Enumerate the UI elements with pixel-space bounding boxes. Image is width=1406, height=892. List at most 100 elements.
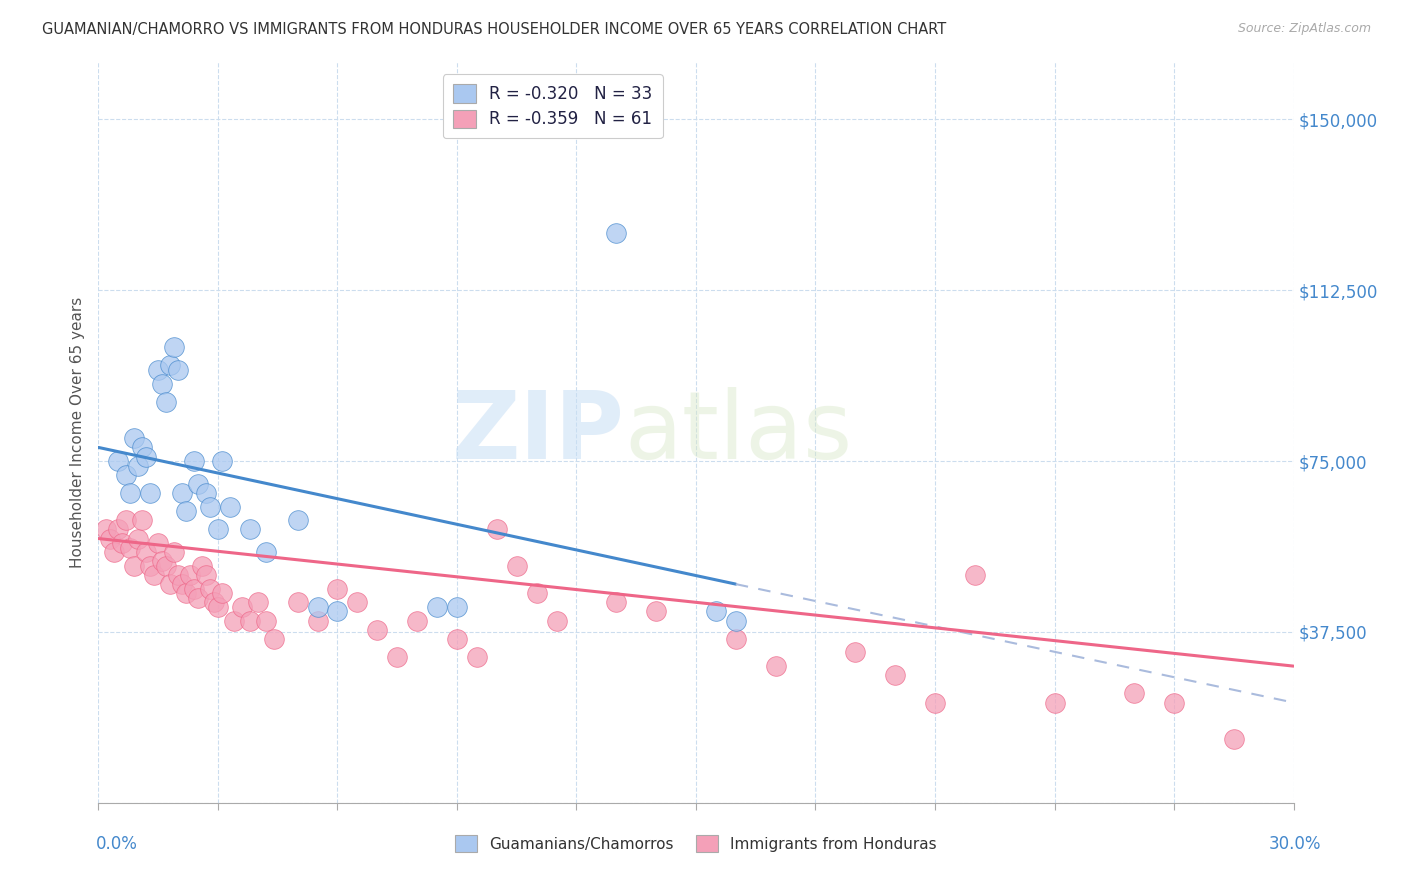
- Point: [172, 577, 194, 591]
- Point: [884, 668, 907, 682]
- Text: Source: ZipAtlas.com: Source: ZipAtlas.com: [1237, 22, 1371, 36]
- Point: [163, 340, 186, 354]
- Point: [120, 541, 142, 555]
- Point: [219, 500, 242, 514]
- Point: [254, 545, 277, 559]
- Point: [131, 441, 153, 455]
- Point: [526, 586, 548, 600]
- Point: [326, 582, 349, 596]
- Point: [844, 645, 866, 659]
- Point: [135, 450, 157, 464]
- Point: [127, 458, 149, 473]
- Point: [765, 659, 787, 673]
- Point: [222, 614, 245, 628]
- Point: [131, 513, 153, 527]
- Point: [645, 604, 668, 618]
- Point: [167, 568, 190, 582]
- Point: [183, 454, 205, 468]
- Point: [159, 577, 181, 591]
- Point: [231, 599, 253, 614]
- Point: [239, 523, 262, 537]
- Point: [366, 623, 388, 637]
- Point: [446, 599, 468, 614]
- Text: GUAMANIAN/CHAMORRO VS IMMIGRANTS FROM HONDURAS HOUSEHOLDER INCOME OVER 65 YEARS : GUAMANIAN/CHAMORRO VS IMMIGRANTS FROM HO…: [42, 22, 946, 37]
- Point: [163, 545, 186, 559]
- Point: [155, 558, 177, 573]
- Point: [202, 595, 225, 609]
- Text: 0.0%: 0.0%: [96, 835, 138, 853]
- Point: [148, 363, 170, 377]
- Point: [187, 591, 209, 605]
- Point: [326, 604, 349, 618]
- Point: [195, 568, 218, 582]
- Point: [605, 595, 627, 609]
- Y-axis label: Householder Income Over 65 years: Householder Income Over 65 years: [69, 297, 84, 568]
- Point: [187, 476, 209, 491]
- Point: [546, 614, 568, 628]
- Point: [150, 554, 173, 568]
- Point: [98, 532, 122, 546]
- Point: [1123, 686, 1146, 700]
- Point: [159, 359, 181, 373]
- Point: [385, 650, 409, 665]
- Point: [485, 523, 508, 537]
- Point: [211, 586, 233, 600]
- Point: [287, 513, 309, 527]
- Point: [426, 599, 449, 614]
- Point: [263, 632, 285, 646]
- Point: [124, 431, 146, 445]
- Point: [605, 227, 627, 241]
- Point: [406, 614, 429, 628]
- Point: [96, 523, 118, 537]
- Point: [150, 376, 173, 391]
- Point: [174, 504, 197, 518]
- Point: [179, 568, 201, 582]
- Point: [246, 595, 269, 609]
- Point: [139, 486, 162, 500]
- Point: [211, 454, 233, 468]
- Point: [239, 614, 262, 628]
- Point: [107, 454, 129, 468]
- Point: [1223, 731, 1246, 746]
- Point: [172, 486, 194, 500]
- Point: [143, 568, 166, 582]
- Point: [155, 395, 177, 409]
- Point: [207, 599, 229, 614]
- Point: [1043, 696, 1066, 710]
- Point: [724, 614, 747, 628]
- Point: [183, 582, 205, 596]
- Legend: Guamanians/Chamorros, Immigrants from Honduras: Guamanians/Chamorros, Immigrants from Ho…: [450, 830, 942, 858]
- Point: [148, 536, 170, 550]
- Point: [924, 696, 946, 710]
- Point: [704, 604, 727, 618]
- Point: [124, 558, 146, 573]
- Point: [254, 614, 277, 628]
- Point: [307, 599, 329, 614]
- Point: [506, 558, 529, 573]
- Point: [167, 363, 190, 377]
- Point: [724, 632, 747, 646]
- Point: [115, 513, 138, 527]
- Point: [346, 595, 368, 609]
- Point: [139, 558, 162, 573]
- Point: [465, 650, 488, 665]
- Point: [107, 523, 129, 537]
- Point: [135, 545, 157, 559]
- Point: [307, 614, 329, 628]
- Point: [195, 486, 218, 500]
- Point: [115, 467, 138, 482]
- Text: atlas: atlas: [624, 386, 852, 479]
- Text: 30.0%: 30.0%: [1270, 835, 1322, 853]
- Point: [120, 486, 142, 500]
- Point: [103, 545, 125, 559]
- Point: [287, 595, 309, 609]
- Point: [198, 500, 221, 514]
- Point: [963, 568, 986, 582]
- Point: [1163, 696, 1185, 710]
- Point: [111, 536, 134, 550]
- Text: ZIP: ZIP: [451, 386, 624, 479]
- Point: [207, 523, 229, 537]
- Point: [446, 632, 468, 646]
- Point: [198, 582, 221, 596]
- Point: [191, 558, 214, 573]
